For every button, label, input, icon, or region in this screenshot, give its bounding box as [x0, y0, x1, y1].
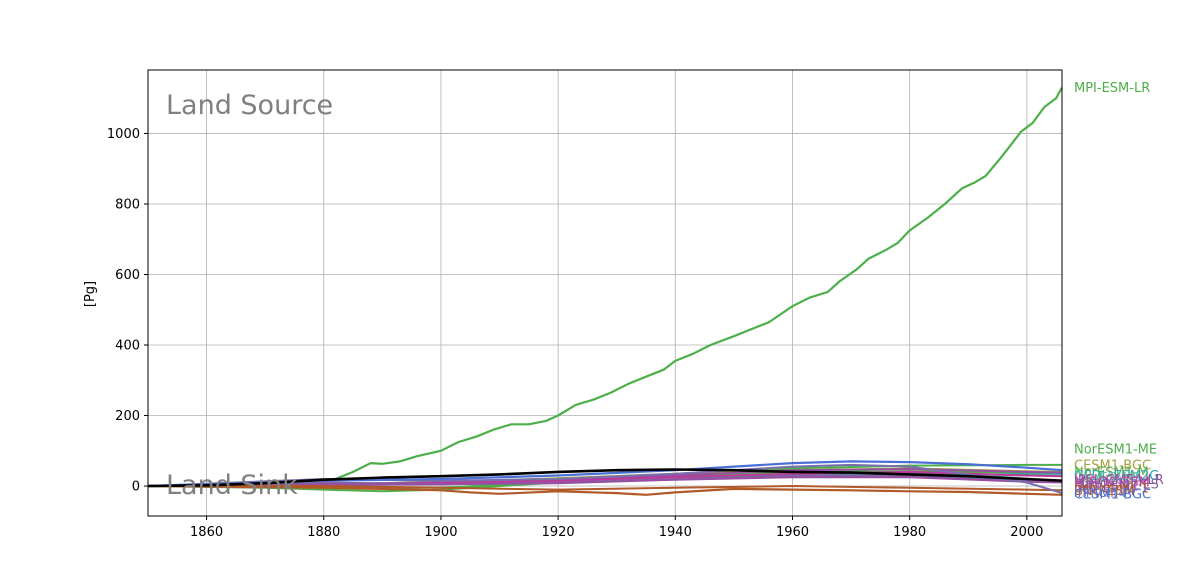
x-tick-label: 1940: [659, 525, 692, 540]
y-tick-label: 800: [115, 197, 140, 212]
y-tick-label: 600: [115, 268, 140, 283]
x-tick-label: 1900: [424, 525, 457, 540]
series-labels: MPI-ESM-LRNorESM1-MECESM1-BGCNorESM1-MGF…: [1074, 81, 1164, 502]
series-label: GFDL-ESM2G: [1074, 469, 1159, 484]
series-label: MRI-ESM1: [1074, 480, 1139, 495]
series-group: [147, 87, 1063, 496]
y-tick-label: 200: [115, 409, 140, 424]
series-label: bcc-csm1-1: [1074, 482, 1149, 497]
y-tick-label: 1000: [107, 127, 140, 142]
y-tick-label: 0: [132, 480, 140, 495]
x-tick-label: 1920: [542, 525, 575, 540]
x-tick-label: 1860: [190, 525, 223, 540]
plot-frame: [147, 69, 1063, 517]
series-line-mean: [147, 468, 1063, 488]
series-label: inmcm4: [1074, 486, 1127, 501]
series-line-mri-esm1: [147, 476, 1063, 487]
series-label: NorESM1-M: [1074, 465, 1149, 480]
y-axis-title: [Pg]: [83, 281, 98, 307]
x-tick-label: 1880: [307, 525, 340, 540]
series-label: CanESM2: [1074, 471, 1135, 486]
series-label: HadGEM2-ES: [1074, 477, 1159, 492]
series-line-mpi-esm-lr: [148, 87, 1063, 488]
series-line-cesm1-bgc-b: [147, 460, 1063, 488]
region-label-source: Land Source: [166, 90, 333, 121]
series-label: CESM1-BGC: [1074, 458, 1151, 473]
series-label: MPI-ESM-LR: [1074, 81, 1150, 96]
axis-ticks: 1860 1880 1900 1920 1940 1960 1980 2000 0 200 400 6…: [107, 127, 1043, 540]
series-line-bcc-csm1-1: [148, 485, 1063, 492]
x-tick-label: 2000: [1010, 525, 1043, 540]
series-label: IPSL-CM5A-LR: [1074, 473, 1164, 488]
series-label: MIROC-ESM: [1074, 475, 1150, 490]
series-line-bnu-esm: [147, 484, 1063, 496]
y-tick-label: 400: [115, 339, 140, 354]
x-tick-label: 1960: [776, 525, 809, 540]
x-tick-label: 1980: [893, 525, 926, 540]
region-label-sink: Land Sink: [166, 470, 298, 501]
series-label: NorESM1-ME: [1074, 443, 1157, 458]
series-label: BNU-ESM: [1074, 484, 1135, 499]
series-label: CESM1-BGC: [1074, 487, 1151, 502]
